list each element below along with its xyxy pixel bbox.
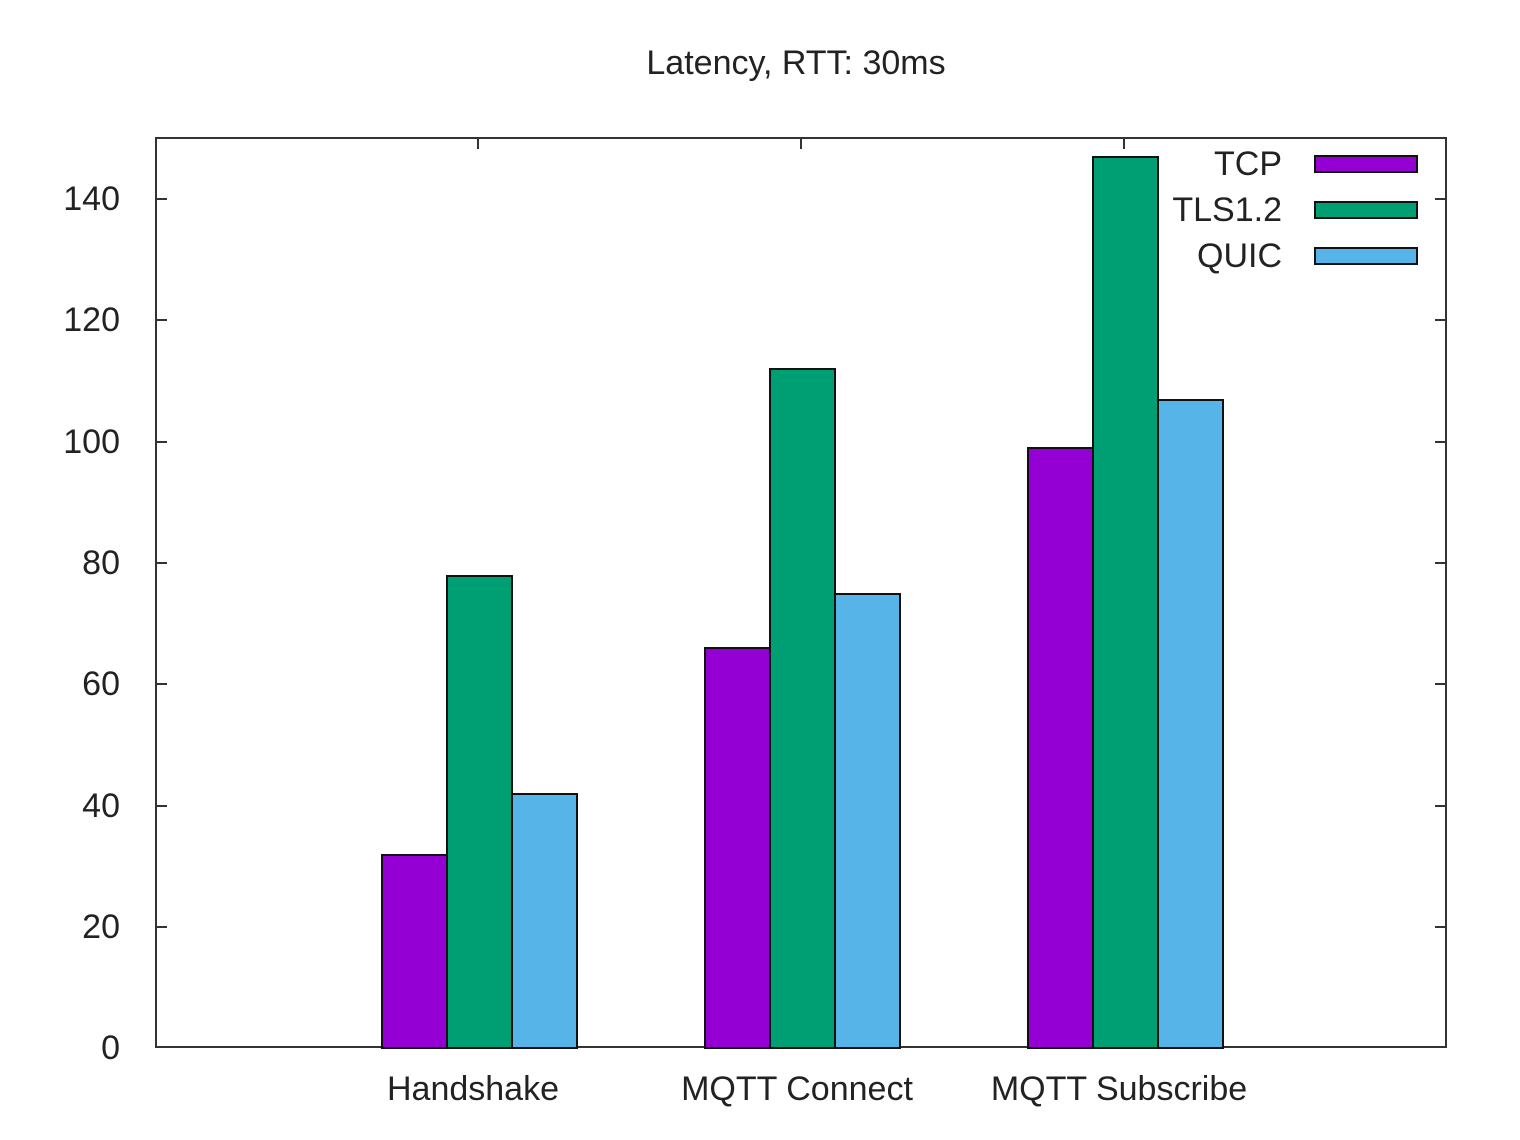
bar-tls12-handshake (445, 574, 513, 1049)
bar-tcp-mqtt-subscribe (1026, 447, 1094, 1049)
chart-title: Latency, RTT: 30ms (646, 44, 946, 82)
y-tick-label: 40 (82, 787, 120, 825)
bar-quic-mqtt-subscribe (1156, 398, 1224, 1049)
bar-quic-handshake (510, 793, 578, 1049)
bar-tcp-handshake (380, 853, 448, 1049)
y-tick-label: 20 (82, 908, 120, 946)
legend-swatch-tcp (1314, 155, 1418, 173)
bar-quic-mqtt-connect (833, 592, 901, 1049)
legend-label: QUIC (1197, 236, 1282, 275)
x-tick-label-handshake: Handshake (386, 1070, 559, 1108)
y-tick-label: 80 (82, 544, 120, 582)
legend-label: TLS1.2 (1172, 190, 1282, 229)
legend-item-tcp: TCP (1132, 144, 1430, 184)
legend-item-quic: QUIC (1132, 236, 1430, 276)
y-tick-label: 60 (82, 665, 120, 703)
y-tick-label: 0 (101, 1029, 120, 1067)
x-tick-label-mqtt-subscribe: MQTT Subscribe (990, 1070, 1248, 1108)
legend-swatch-quic (1314, 247, 1418, 265)
y-tick-label: 140 (63, 180, 120, 218)
legend-swatch-tls (1314, 201, 1418, 219)
bar-tcp-mqtt-connect (703, 647, 771, 1049)
bar-tls12-mqtt-subscribe (1091, 155, 1159, 1049)
x-tick-label-mqtt-connect: MQTT Connect (681, 1070, 913, 1108)
y-tick-label: 120 (63, 301, 120, 339)
legend-label: TCP (1214, 144, 1282, 183)
legend-item-tls: TLS1.2 (1132, 190, 1430, 230)
bar-tls12-mqtt-connect (768, 368, 836, 1049)
legend: TCP TLS1.2 QUIC (1100, 144, 1430, 284)
y-tick-label: 100 (63, 423, 120, 461)
